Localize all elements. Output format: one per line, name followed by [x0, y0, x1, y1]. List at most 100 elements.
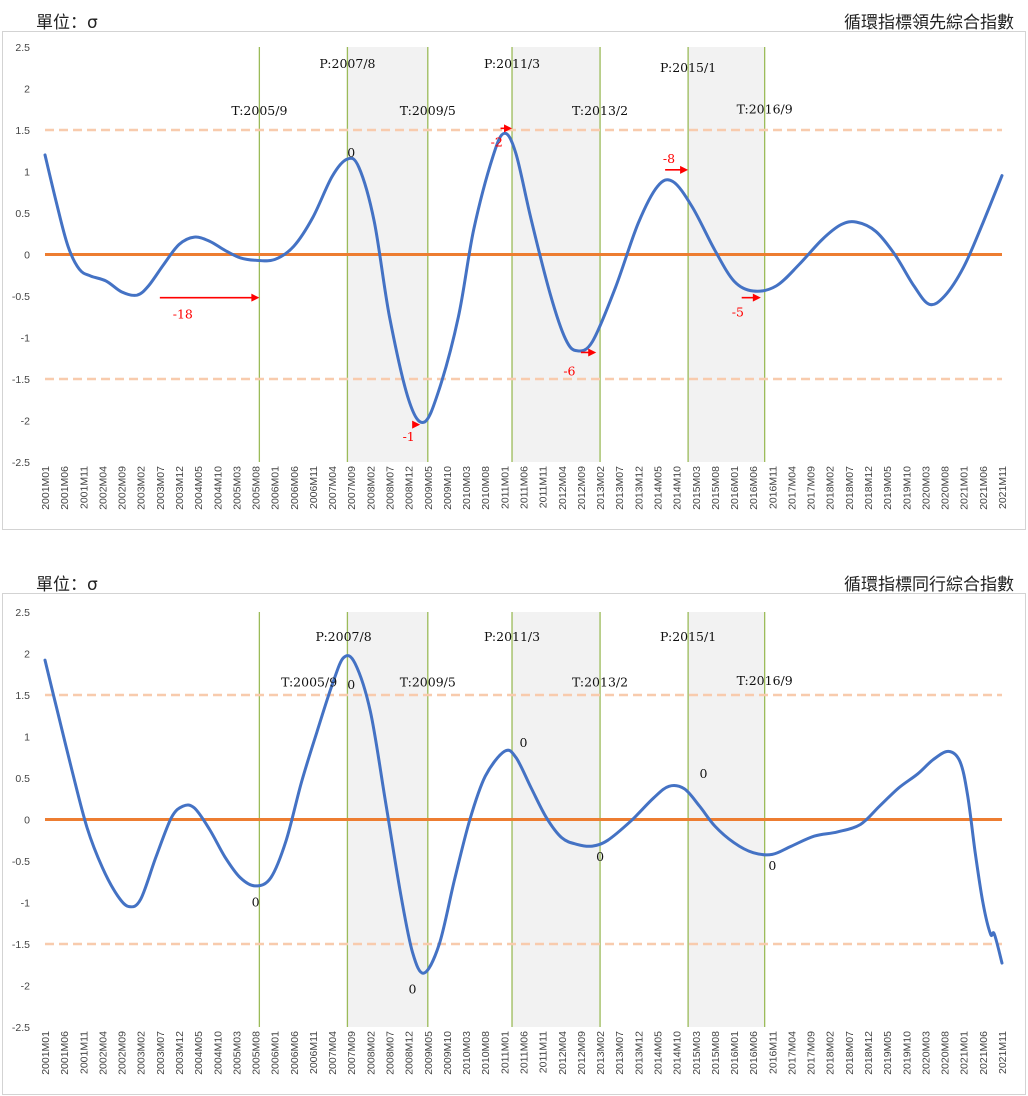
x-tick-label: 2009M05: [423, 466, 435, 510]
x-tick-label: 2017M09: [806, 466, 818, 510]
turning-point-label: P:2011/3: [484, 56, 540, 71]
x-tick-label: 2008M12: [404, 1031, 416, 1075]
turning-point-labels: T:2005/9 P:2007/8 T:2009/5 P:2011/3 T:2013/2…: [231, 56, 792, 118]
x-axis: 2001M01 2001M06 2001M11 2002M04 2002M09 2003M…: [40, 466, 1009, 510]
x-tick-label: 2010M08: [480, 1031, 492, 1075]
x-tick-label: 2001M06: [59, 1031, 71, 1075]
x-tick-label: 2018M02: [825, 466, 837, 510]
turning-point-label: T:2005/9: [231, 103, 287, 118]
coincident-index-panel: 單位：σ 循環指標同行綜合指數 2.5 2 1.5 1 0.5 0 -0.5 -1 -1.5 -2…: [0, 560, 1028, 1096]
x-tick-label: 2010M03: [461, 466, 473, 510]
x-tick-label: 2019M10: [901, 1031, 913, 1075]
x-tick-label: 2013M07: [614, 1031, 626, 1075]
x-tick-label: 2006M06: [289, 1031, 301, 1075]
lead-arrow-head: [752, 293, 761, 302]
x-tick-label: 2008M07: [385, 466, 397, 510]
x-tick-label: 2020M03: [920, 466, 932, 510]
x-tick-label: 2003M07: [155, 466, 167, 510]
coincident-index-chart: 2.5 2 1.5 1 0.5 0 -0.5 -1 -1.5 -2 -2.5 P:2007/8 T:20…: [12, 607, 1009, 1075]
y-tick-label: 2: [24, 84, 30, 96]
x-tick-label: 2012M09: [576, 1031, 588, 1075]
x-axis: 2001M01 2001M06 2001M11 2002M04 2002M09 2003M…: [40, 1031, 1009, 1075]
turning-point-label: T:2005/9: [281, 675, 337, 690]
x-tick-label: 2016M11: [767, 1031, 779, 1074]
x-tick-label: 2006M11: [308, 466, 320, 509]
y-tick-label: -2: [21, 416, 30, 428]
lead-lag-label: 0: [768, 858, 776, 873]
index-series-line: [43, 131, 1004, 424]
x-tick-label: 2006M11: [308, 1031, 320, 1074]
lead-lag-label: 0: [347, 677, 355, 692]
y-tick-label: 1.5: [15, 125, 30, 137]
x-tick-label: 2020M08: [940, 1031, 952, 1075]
unit-label: 單位：σ: [36, 575, 98, 595]
turning-point-label: T:2013/2: [572, 103, 628, 118]
y-tick-label: 0.5: [15, 773, 30, 785]
x-tick-label: 2008M02: [365, 1031, 377, 1075]
turning-point-label: P:2007/8: [319, 56, 375, 71]
x-tick-label: 2013M12: [633, 466, 645, 510]
lead-lag-label: -1: [403, 429, 415, 444]
x-tick-label: 2010M03: [461, 1031, 473, 1075]
lead-lag-label: 0: [409, 982, 417, 997]
turning-point-label: T:2016/9: [737, 101, 793, 116]
x-tick-label: 2009M05: [423, 1031, 435, 1075]
x-tick-label: 2008M07: [385, 1031, 397, 1075]
x-tick-label: 2001M11: [78, 1031, 90, 1074]
x-tick-label: 2016M06: [748, 466, 760, 510]
lead-lag-label: 0: [252, 895, 260, 910]
x-tick-label: 2004M10: [212, 1031, 224, 1075]
y-tick-label: -1: [21, 333, 30, 345]
y-axis: 2.5 2 1.5 1 0.5 0 -0.5 -1 -1.5 -2 -2.5: [12, 607, 30, 1034]
leading-index-panel: 單位：σ 循環指標領先綜合指數 2.5 2 1.5 1 0.5 0 -0.5 -1 -1.5 -2…: [0, 0, 1028, 540]
x-tick-label: 2015M03: [691, 466, 703, 510]
y-tick-label: 2.5: [15, 42, 30, 54]
x-tick-label: 2002M09: [117, 1031, 129, 1075]
x-tick-label: 2019M10: [901, 466, 913, 510]
x-tick-label: 2005M03: [231, 1031, 243, 1075]
x-tick-label: 2003M02: [136, 1031, 148, 1075]
x-tick-label: 2011M11: [538, 1031, 550, 1073]
x-tick-label: 2021M06: [978, 466, 990, 510]
x-tick-label: 2005M08: [251, 466, 263, 510]
chart-title: 循環指標同行綜合指數: [844, 575, 1014, 595]
x-tick-label: 2006M01: [270, 466, 282, 510]
y-tick-label: 2: [24, 649, 30, 661]
x-tick-label: 2016M01: [729, 1031, 741, 1075]
x-tick-label: 2007M09: [346, 466, 358, 510]
y-tick-label: -1.5: [12, 939, 30, 951]
x-tick-label: 2003M02: [136, 466, 148, 510]
x-tick-label: 2006M06: [289, 466, 301, 510]
y-tick-label: -1.5: [12, 374, 30, 386]
x-tick-label: 2009M10: [442, 1031, 454, 1075]
y-tick-label: 2.5: [15, 607, 30, 619]
y-tick-label: 0: [24, 250, 30, 262]
y-tick-label: 1.5: [15, 690, 30, 702]
lead-arrow-head: [251, 293, 260, 302]
x-tick-label: 2002M04: [97, 1031, 109, 1075]
y-tick-label: -2: [21, 981, 30, 993]
x-tick-label: 2011M06: [519, 466, 531, 509]
x-tick-label: 2021M11: [997, 466, 1009, 509]
x-tick-label: 2011M11: [538, 466, 550, 508]
x-tick-label: 2010M08: [480, 466, 492, 510]
x-tick-label: 2014M10: [672, 1031, 684, 1075]
y-tick-label: -2.5: [12, 457, 30, 469]
turning-point-label: P:2015/1: [660, 60, 716, 75]
turning-point-label: T:2016/9: [737, 673, 793, 688]
turning-point-label: P:2015/1: [660, 629, 716, 644]
y-tick-label: 1: [24, 732, 30, 744]
lead-annotations: -18 0 -1 -2 -6 -8 -5: [159, 124, 761, 444]
x-tick-label: 2004M05: [193, 466, 205, 510]
x-tick-label: 2008M02: [365, 466, 377, 510]
lead-arrow-head: [504, 124, 513, 133]
turning-point-labels: P:2007/8 T:2005/9 P:2011/3 T:2009/5 P:2015/1…: [281, 629, 793, 690]
y-tick-label: -0.5: [12, 291, 30, 303]
lead-lag-label: -8: [663, 151, 675, 166]
x-tick-label: 2014M05: [652, 1031, 664, 1075]
turning-point-label: T:2009/5: [400, 103, 456, 118]
x-tick-label: 2003M12: [174, 466, 186, 510]
x-tick-label: 2012M04: [557, 1031, 569, 1075]
lead-lag-label: -5: [732, 305, 744, 320]
x-tick-label: 2012M09: [576, 466, 588, 510]
